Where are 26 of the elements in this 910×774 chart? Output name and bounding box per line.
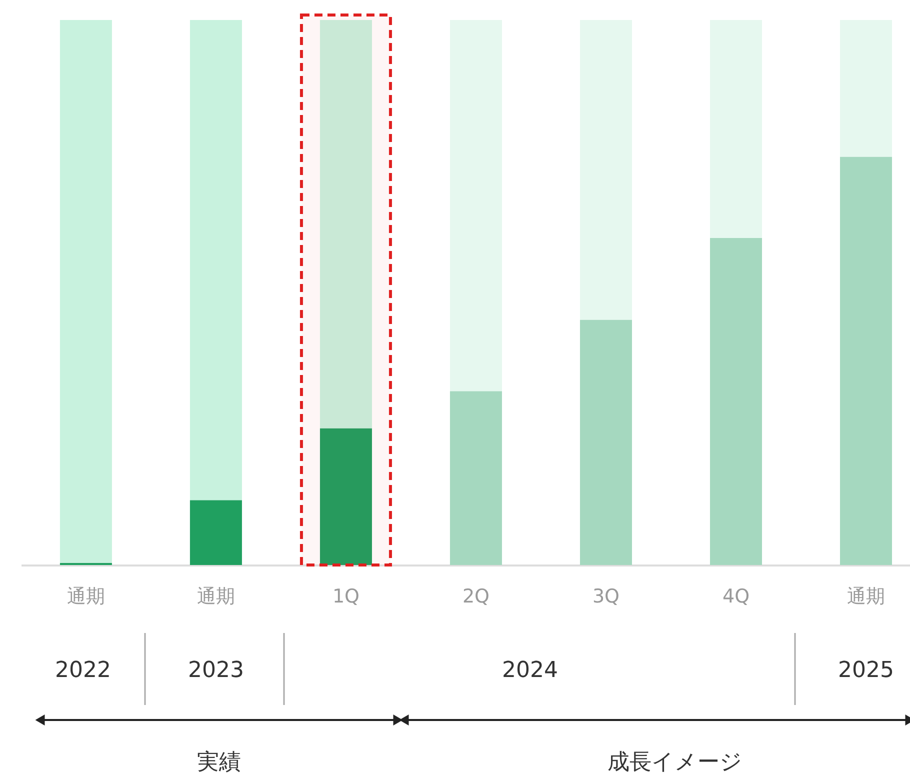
text: 2023 bbox=[188, 658, 244, 683]
x-tick-label: 4Q bbox=[722, 586, 750, 608]
bar bbox=[840, 156, 892, 565]
bar bbox=[580, 20, 632, 320]
bar bbox=[190, 20, 242, 500]
text: 2024 bbox=[502, 658, 558, 683]
bar bbox=[580, 320, 632, 565]
bar bbox=[710, 20, 762, 238]
x-tick-label: 通期 bbox=[66, 586, 105, 608]
bar bbox=[60, 20, 112, 563]
bar bbox=[450, 391, 502, 565]
bar bbox=[710, 238, 762, 565]
text: 2022 bbox=[55, 658, 111, 683]
text: 2025 bbox=[838, 658, 894, 683]
bar bbox=[320, 20, 372, 428]
x-tick-label: 通期 bbox=[847, 586, 886, 608]
x-tick-label: 2Q bbox=[462, 586, 490, 608]
bar bbox=[450, 20, 502, 392]
bar bbox=[320, 428, 372, 565]
x-tick-label: 3Q bbox=[592, 586, 620, 608]
text: 成長イメージ bbox=[608, 750, 742, 774]
text: 実績 bbox=[197, 750, 241, 774]
bar bbox=[840, 20, 892, 157]
x-tick-label: 通期 bbox=[196, 586, 235, 608]
x-tick-label: 1Q bbox=[332, 586, 360, 608]
bar bbox=[190, 500, 242, 565]
